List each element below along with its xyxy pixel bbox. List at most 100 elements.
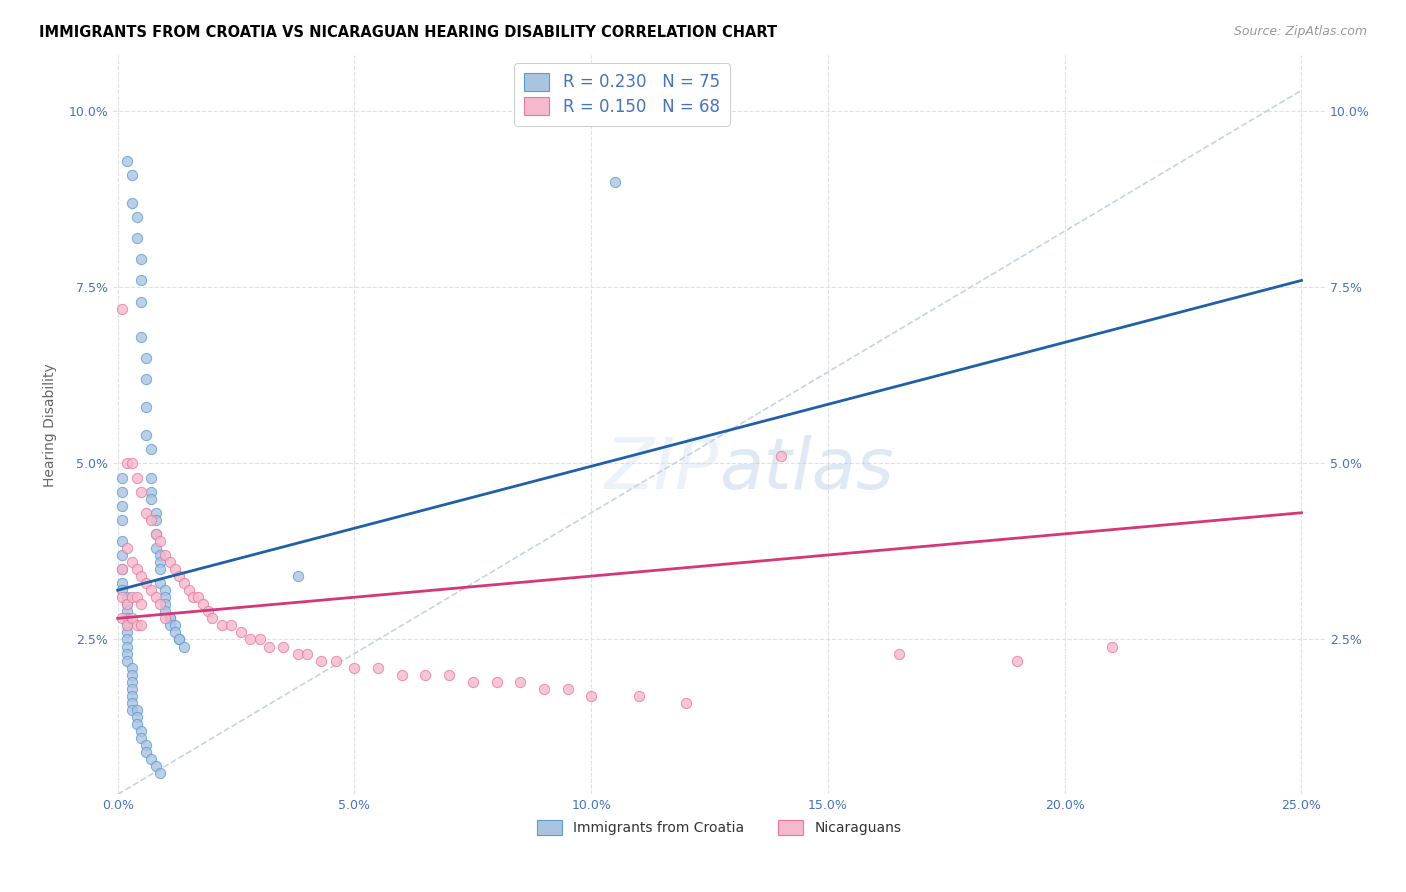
Point [139,484,162,499]
Point [135,506,157,520]
Point [287,647,309,661]
Point [111,548,134,562]
Point [163,625,186,640]
Point [173,640,195,654]
Point [159,555,181,569]
Point [125,470,148,484]
Point [115,611,138,625]
Point [121,696,143,710]
Point [121,660,143,674]
Point [115,597,138,611]
Point [125,210,148,224]
Point [115,597,138,611]
Point [603,175,626,189]
Point [1101,640,1123,654]
Point [111,576,134,591]
Point [121,591,143,605]
Point [145,527,167,541]
Point [135,428,157,442]
Point [173,576,195,591]
Point [121,689,143,703]
Point [221,618,243,632]
Point [115,618,138,632]
Point [135,576,157,591]
Point [183,591,205,605]
Point [115,541,138,555]
Point [229,625,252,640]
Point [145,513,167,527]
Point [139,583,162,598]
Point [557,681,579,696]
Point [191,597,214,611]
Point [125,717,148,731]
Point [115,647,138,661]
Point [125,591,148,605]
Point [295,647,318,661]
Point [153,548,176,562]
Point [145,506,167,520]
Point [415,667,437,681]
Point [461,674,484,689]
Point [887,647,910,661]
Point [273,640,295,654]
Point [145,591,167,605]
Point [131,273,153,287]
Point [131,252,153,267]
Point [111,611,134,625]
Text: atlas: atlas [718,434,894,504]
Y-axis label: Hearing Disability: Hearing Disability [44,363,58,487]
Point [167,569,190,583]
Point [121,457,143,471]
Point [167,632,190,647]
Point [145,527,167,541]
Point [115,591,138,605]
Point [159,611,181,625]
Text: IMMIGRANTS FROM CROATIA VS NICARAGUAN HEARING DISABILITY CORRELATION CHART: IMMIGRANTS FROM CROATIA VS NICARAGUAN HE… [39,25,778,40]
Point [121,168,143,182]
Point [131,597,153,611]
Point [111,301,134,316]
Point [211,618,233,632]
Point [139,513,162,527]
Text: Source: ZipAtlas.com: Source: ZipAtlas.com [1233,25,1367,38]
Point [149,548,172,562]
Point [139,470,162,484]
Point [153,583,176,598]
Point [437,667,460,681]
Point [177,583,200,598]
Point [111,513,134,527]
Point [145,759,167,773]
Point [115,457,138,471]
Point [769,450,792,464]
Point [201,611,224,625]
Point [145,541,167,555]
Point [111,562,134,576]
Point [153,604,176,618]
Point [167,632,190,647]
Point [509,674,531,689]
Point [121,674,143,689]
Point [1007,654,1029,668]
Point [153,611,176,625]
Point [149,766,172,780]
Point [131,723,153,738]
Legend: Immigrants from Croatia, Nicaraguans: Immigrants from Croatia, Nicaraguans [531,814,907,840]
Point [139,752,162,766]
Point [163,618,186,632]
Point [149,533,172,548]
Point [115,632,138,647]
Point [675,696,697,710]
Point [139,442,162,457]
Point [239,632,262,647]
Point [197,604,219,618]
Point [391,667,413,681]
Point [115,618,138,632]
Point [131,294,153,309]
Point [149,576,172,591]
Point [111,583,134,598]
Point [111,470,134,484]
Point [135,400,157,414]
Point [249,632,271,647]
Point [121,681,143,696]
Point [111,533,134,548]
